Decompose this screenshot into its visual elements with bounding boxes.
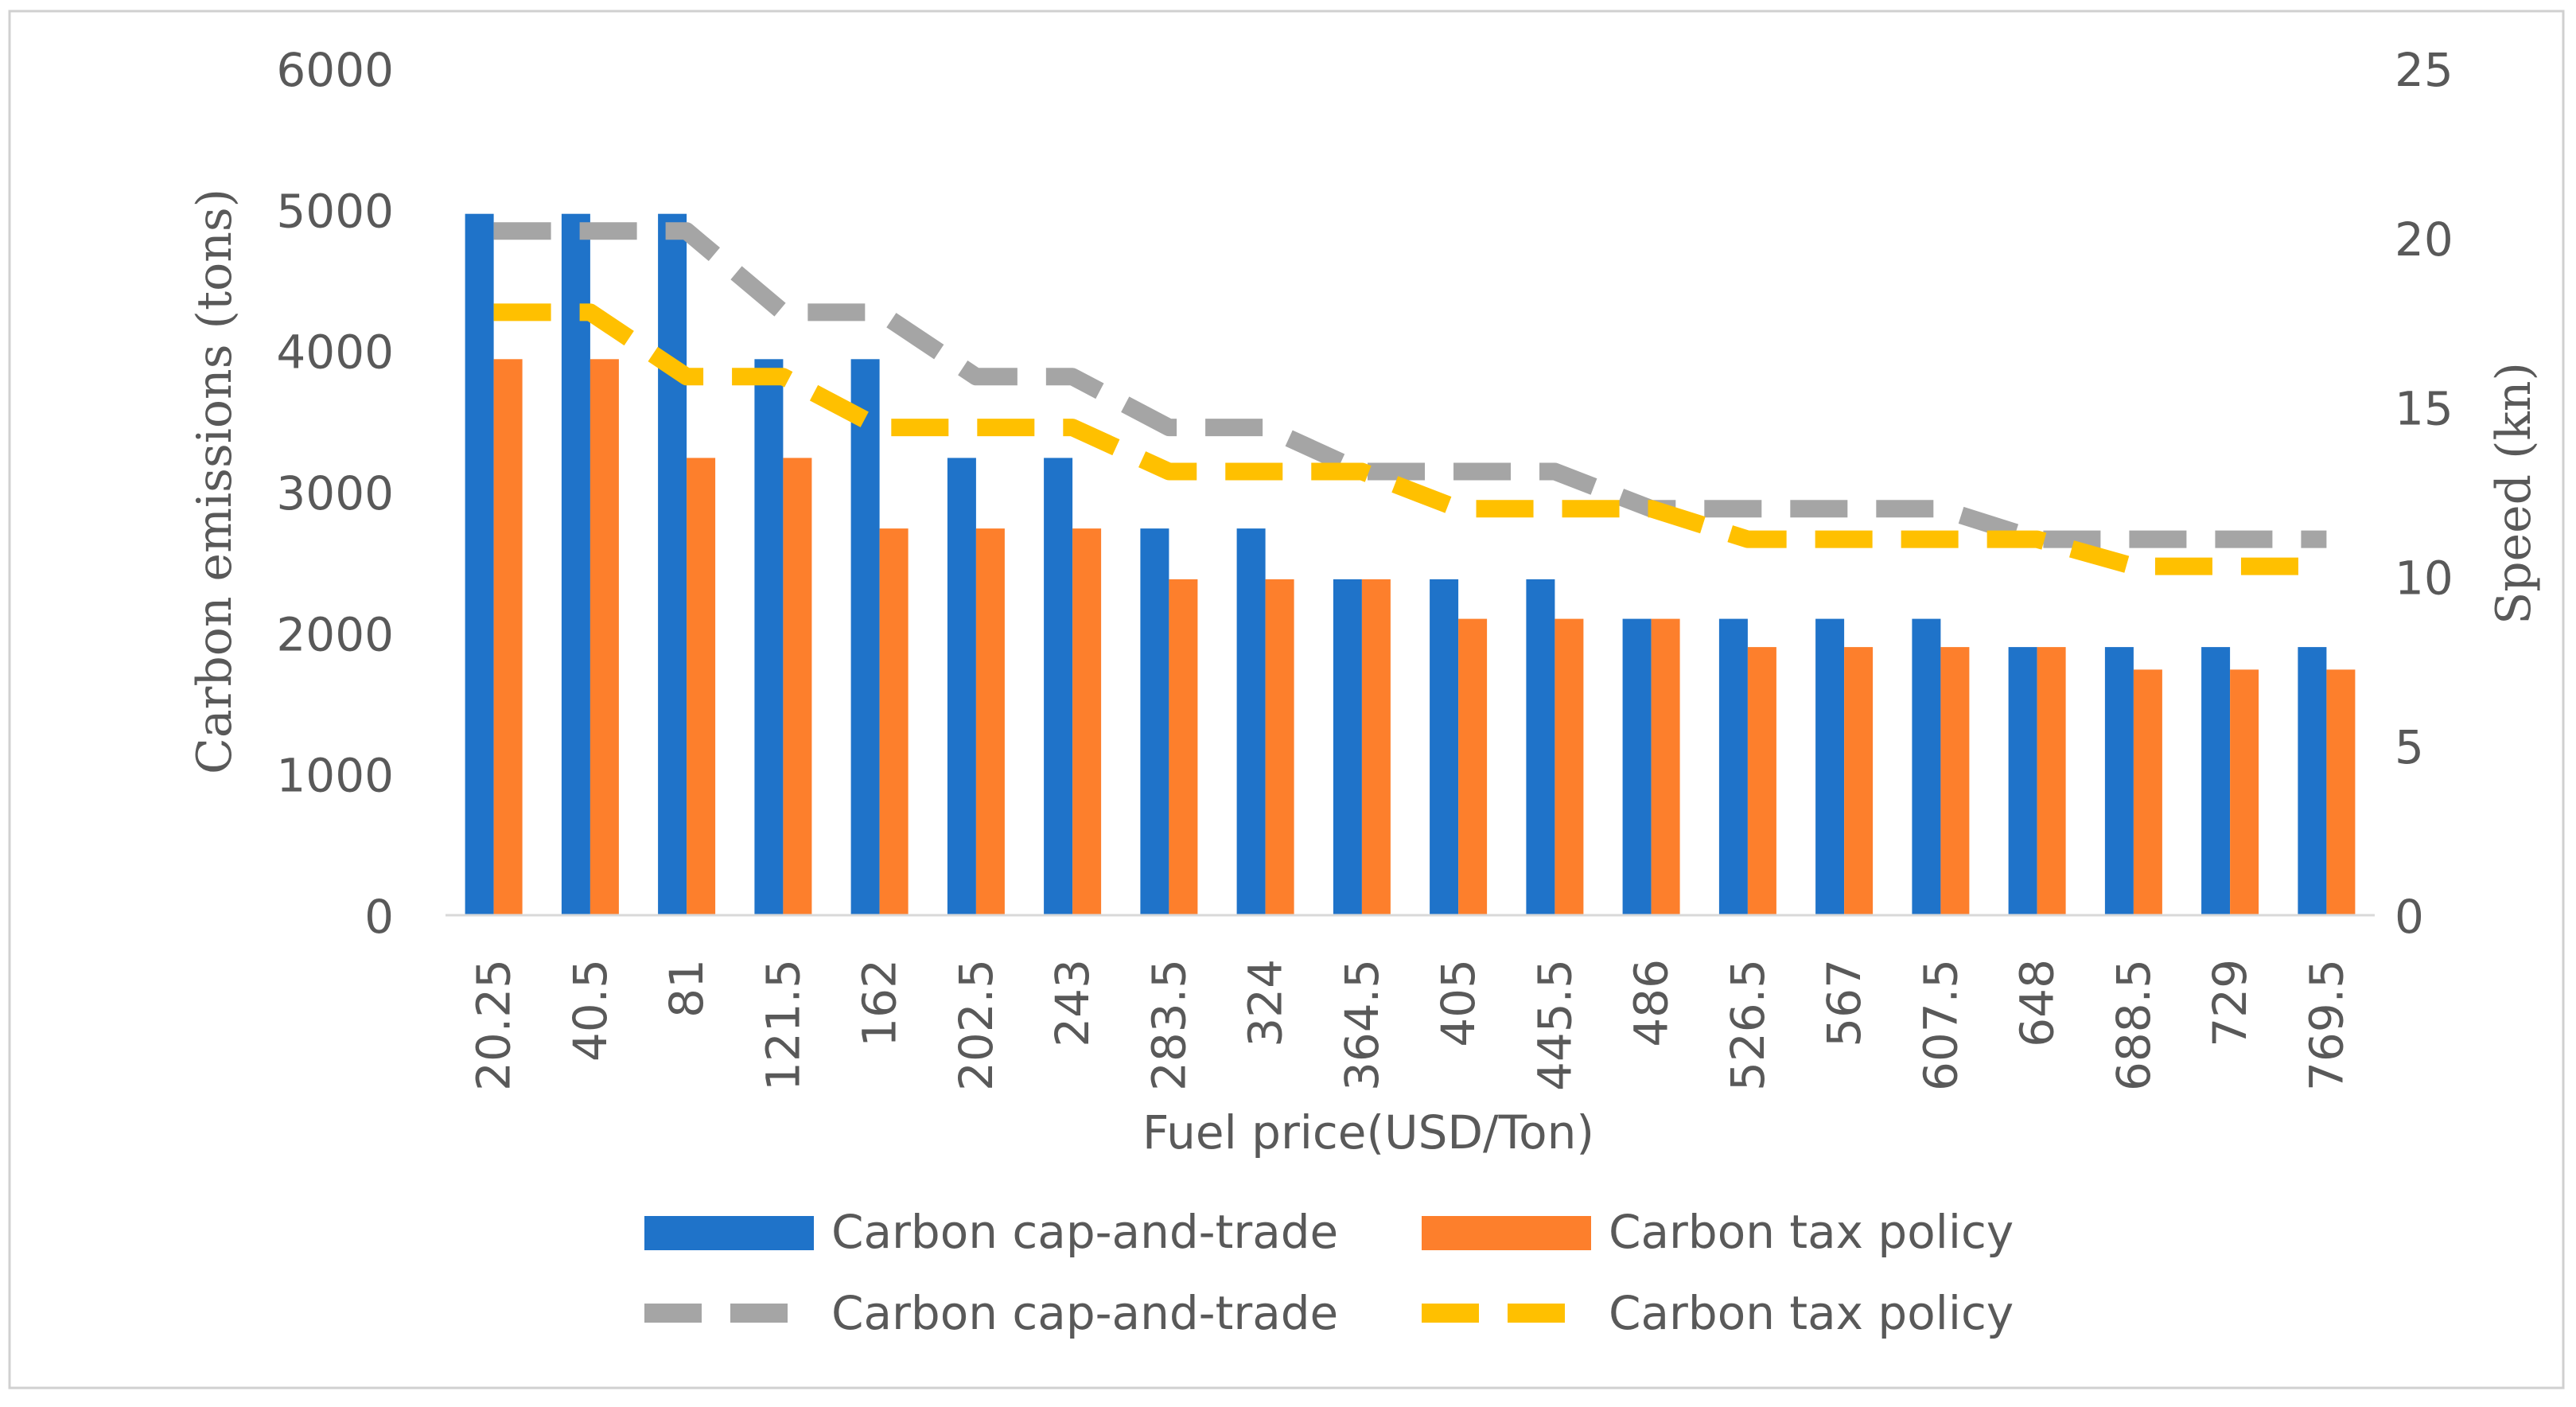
y2-tick-label: 20 — [2395, 212, 2453, 267]
x-tick-label: 729 — [2203, 959, 2257, 1047]
line-tax-policy — [493, 303, 2327, 575]
bar-tax-policy — [1072, 528, 1102, 915]
x-tick-label: 607.5 — [1913, 959, 1967, 1091]
line-cap-and-trade — [493, 222, 2327, 548]
bar-cap-and-trade — [754, 359, 784, 915]
right-axis-ticks: 0 5 10 15 20 25 — [2395, 43, 2453, 944]
bar-tax-policy — [975, 528, 1005, 915]
x-tick-label: 283.5 — [1142, 959, 1196, 1091]
legend-label-line-cap-and-trade: Carbon cap-and-trade — [831, 1286, 1338, 1340]
x-tick-label: 40.5 — [563, 959, 617, 1062]
x-tick-label: 243 — [1045, 959, 1099, 1047]
bar-tax-policy — [2133, 669, 2162, 915]
bar-cap-and-trade — [2008, 647, 2037, 915]
x-axis-title: Fuel price(USD/Ton) — [1142, 1105, 1594, 1160]
bar-tax-policy — [1265, 579, 1294, 915]
lines-group — [493, 222, 2327, 575]
x-tick-label: 486 — [1625, 959, 1679, 1047]
y-tick-label: 5000 — [276, 184, 394, 238]
x-tick-label: 81 — [660, 959, 714, 1018]
y-tick-label: 4000 — [276, 325, 394, 380]
y2-tick-label: 5 — [2395, 720, 2424, 774]
left-axis-ticks: 0 1000 2000 3000 4000 5000 6000 — [276, 43, 394, 944]
x-tick-label: 121.5 — [756, 959, 810, 1091]
bar-tax-policy — [2037, 647, 2066, 915]
bar-cap-and-trade — [1236, 528, 1266, 915]
bar-cap-and-trade — [1815, 618, 1845, 915]
x-tick-label: 202.5 — [949, 959, 1003, 1091]
bar-tax-policy — [1458, 618, 1488, 915]
y-tick-label: 6000 — [276, 43, 394, 97]
bar-tax-policy — [493, 359, 523, 915]
bar-tax-policy — [687, 458, 716, 915]
y2-tick-label: 10 — [2395, 551, 2453, 605]
y2-axis-title: Speed (kn) — [2486, 362, 2542, 625]
bar-cap-and-trade — [1333, 579, 1362, 915]
bar-cap-and-trade — [1526, 579, 1555, 915]
x-tick-label: 364.5 — [1335, 959, 1389, 1091]
bar-cap-and-trade — [2104, 647, 2134, 915]
bar-tax-policy — [2230, 669, 2259, 915]
legend-label-bar-cap-and-trade: Carbon cap-and-trade — [831, 1205, 1338, 1259]
bar-cap-and-trade — [1912, 618, 1941, 915]
bar-tax-policy — [590, 359, 619, 915]
x-axis-ticks: 20.25 40.5 81 121.5 162 202.5 243 283.5 324 364.5… — [467, 959, 2354, 1091]
bar-tax-policy — [2326, 669, 2356, 915]
legend-swatch-bar-tax — [1422, 1216, 1591, 1250]
bar-tax-policy — [1361, 579, 1391, 915]
legend-label-line-tax: Carbon tax policy — [1609, 1286, 2014, 1340]
bar-tax-policy — [1651, 618, 1680, 915]
bar-cap-and-trade — [1622, 618, 1652, 915]
y-tick-label: 3000 — [276, 466, 394, 520]
bars-group — [465, 213, 2356, 915]
x-tick-label: 405 — [1431, 959, 1485, 1047]
x-tick-label: 20.25 — [467, 959, 521, 1091]
x-tick-label: 648 — [2010, 959, 2064, 1047]
x-tick-label: 688.5 — [2107, 959, 2161, 1091]
y2-tick-label: 25 — [2395, 43, 2453, 97]
bar-cap-and-trade — [2201, 647, 2231, 915]
y-axis-title: Carbon emissions (tons) — [187, 189, 243, 774]
legend-swatch-bar-cap-and-trade — [644, 1216, 814, 1250]
bar-tax-policy — [783, 458, 812, 915]
bar-tax-policy — [1940, 647, 1970, 915]
x-tick-label: 769.5 — [2299, 959, 2353, 1091]
bar-cap-and-trade — [1044, 458, 1073, 915]
bar-tax-policy — [879, 528, 909, 915]
bar-cap-and-trade — [1140, 528, 1169, 915]
bar-cap-and-trade — [658, 213, 687, 915]
y-tick-label: 2000 — [276, 607, 394, 661]
bar-tax-policy — [1169, 579, 1198, 915]
y-tick-label: 0 — [364, 890, 394, 944]
y2-tick-label: 15 — [2395, 382, 2453, 436]
bar-cap-and-trade — [561, 213, 590, 915]
y2-tick-label: 0 — [2395, 890, 2424, 944]
bar-tax-policy — [1555, 618, 1584, 915]
bar-cap-and-trade — [2298, 647, 2327, 915]
y-tick-label: 1000 — [276, 749, 394, 803]
legend: Carbon cap-and-trade Carbon tax policy C… — [644, 1205, 2014, 1340]
x-tick-label: 526.5 — [1721, 959, 1775, 1091]
x-tick-label: 324 — [1239, 959, 1293, 1047]
bar-cap-and-trade — [850, 359, 880, 915]
bar-tax-policy — [1747, 647, 1776, 915]
x-tick-label: 162 — [853, 959, 907, 1047]
x-tick-label: 567 — [1817, 959, 1871, 1047]
bar-cap-and-trade — [1718, 618, 1748, 915]
bar-cap-and-trade — [465, 213, 494, 915]
x-tick-label: 445.5 — [1527, 959, 1582, 1091]
bar-cap-and-trade — [947, 458, 976, 915]
bar-cap-and-trade — [1430, 579, 1459, 915]
legend-label-bar-tax: Carbon tax policy — [1609, 1205, 2014, 1259]
bar-tax-policy — [1844, 647, 1874, 915]
